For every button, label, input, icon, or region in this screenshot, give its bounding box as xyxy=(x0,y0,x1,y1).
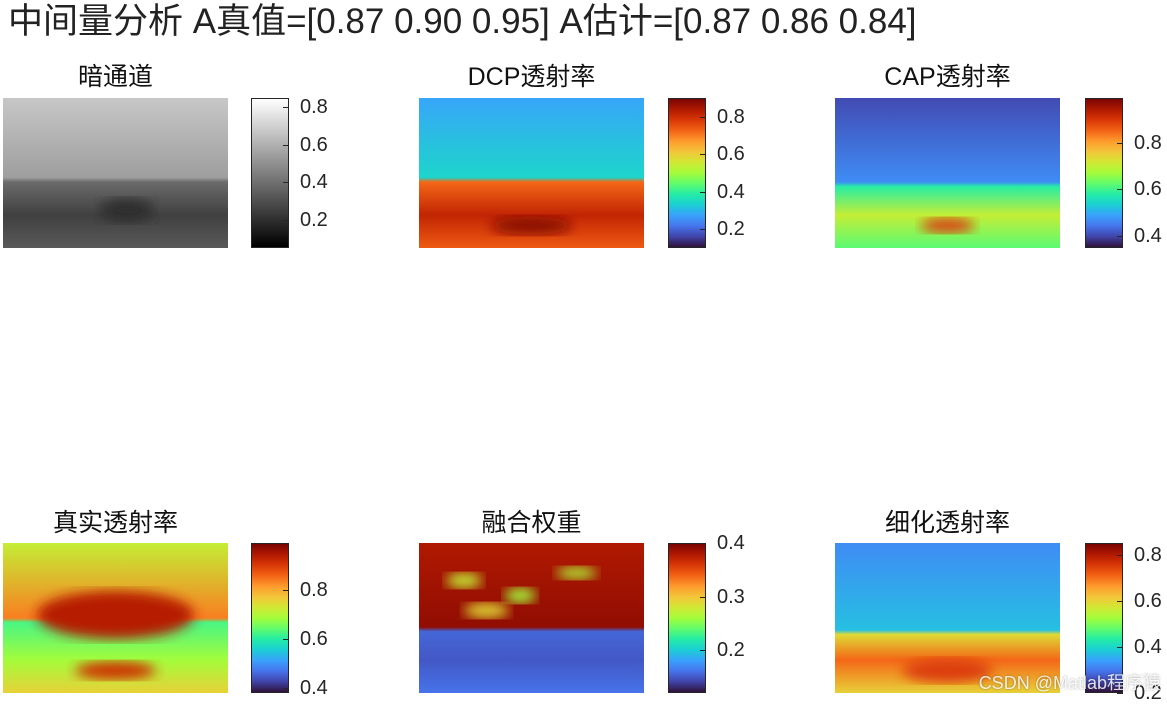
colorbar-tick-label: 0.4 xyxy=(1134,225,1162,247)
colorbar-tick xyxy=(283,145,289,146)
colorbar-tick xyxy=(1117,236,1123,237)
colorbar-tick-label: 0.2 xyxy=(717,639,745,661)
colorbar-tick xyxy=(700,597,706,598)
colorbar xyxy=(251,98,289,248)
colorbar-tick-label: 0.6 xyxy=(1134,590,1162,612)
colorbar-tick xyxy=(283,639,289,640)
heatmap-region xyxy=(556,567,597,579)
heatmap-image xyxy=(3,98,228,248)
colorbar-tick-label: 0.8 xyxy=(1134,544,1162,566)
colorbar-tick-label: 0.4 xyxy=(717,532,745,554)
colorbar-tick-label: 0.4 xyxy=(300,677,328,699)
colorbar-tick-label: 0.6 xyxy=(300,628,328,650)
heatmap-image xyxy=(835,98,1060,248)
colorbar xyxy=(251,543,289,693)
heatmap-field xyxy=(3,98,228,248)
colorbar-tick xyxy=(1117,693,1123,694)
heatmap-region xyxy=(446,573,482,588)
subplot-title: CAP透射率 xyxy=(884,63,1011,91)
colorbar-tick xyxy=(283,590,289,591)
heatmap-image xyxy=(419,98,644,248)
colorbar xyxy=(668,543,706,693)
heatmap-region xyxy=(504,588,536,603)
colorbar-tick-label: 0.8 xyxy=(300,579,328,601)
heatmap-region xyxy=(36,591,195,639)
subplot-title: 细化透射率 xyxy=(884,509,1010,537)
heatmap-image xyxy=(835,543,1060,693)
colorbar-tick-label: 0.6 xyxy=(1134,178,1162,200)
heatmap-field xyxy=(419,543,644,693)
figure-title: 中间量分析 A真值=[0.87 0.90 0.95] A估计=[0.87 0.8… xyxy=(8,2,917,41)
watermark-text: CSDN @Matlab程序猿 xyxy=(978,673,1161,693)
colorbar-tick-label: 0.6 xyxy=(300,134,328,156)
colorbar-tick-label: 0.8 xyxy=(1134,132,1162,154)
colorbar-tick-label: 0.8 xyxy=(300,96,328,118)
heatmap-region xyxy=(920,218,975,233)
subplot-title: DCP透射率 xyxy=(467,63,596,91)
colorbar-tick xyxy=(1117,143,1123,144)
colorbar-tick xyxy=(700,154,706,155)
colorbar xyxy=(1085,543,1123,693)
colorbar-tick-label: 0.8 xyxy=(717,106,745,128)
colorbar-tick-label: 0.2 xyxy=(717,218,745,240)
colorbar-tick-label: 0.2 xyxy=(300,209,328,231)
colorbar xyxy=(668,98,706,248)
heatmap-region xyxy=(75,661,156,680)
colorbar-tick-label: 0.4 xyxy=(1134,636,1162,658)
heatmap-region xyxy=(491,216,572,235)
colorbar-tick-label: 0.3 xyxy=(717,586,745,608)
colorbar-tick xyxy=(700,650,706,651)
heatmap-region xyxy=(902,658,993,683)
subplot-title: 融合权重 xyxy=(481,509,582,537)
colorbar-tick-label: 0.4 xyxy=(300,171,328,193)
colorbar-tick-label: 0.6 xyxy=(717,143,745,165)
heatmap-region xyxy=(464,603,509,618)
colorbar-tick xyxy=(283,688,289,689)
heatmap-image xyxy=(3,543,228,693)
colorbar-tick xyxy=(283,107,289,108)
colorbar-tick xyxy=(1117,189,1123,190)
colorbar xyxy=(1085,98,1123,248)
colorbar-tick xyxy=(1117,601,1123,602)
colorbar-tick xyxy=(283,220,289,221)
colorbar-tick xyxy=(700,117,706,118)
colorbar-tick-label: 0.4 xyxy=(717,181,745,203)
heatmap-region xyxy=(99,198,154,223)
colorbar-tick xyxy=(700,192,706,193)
colorbar-tick xyxy=(1117,555,1123,556)
colorbar-tick xyxy=(700,229,706,230)
colorbar-tick xyxy=(283,182,289,183)
subplot-title: 暗通道 xyxy=(77,63,153,91)
colorbar-tick xyxy=(1117,647,1123,648)
heatmap-image xyxy=(419,543,644,693)
colorbar-tick xyxy=(700,543,706,544)
subplot-title: 真实透射率 xyxy=(52,509,178,537)
